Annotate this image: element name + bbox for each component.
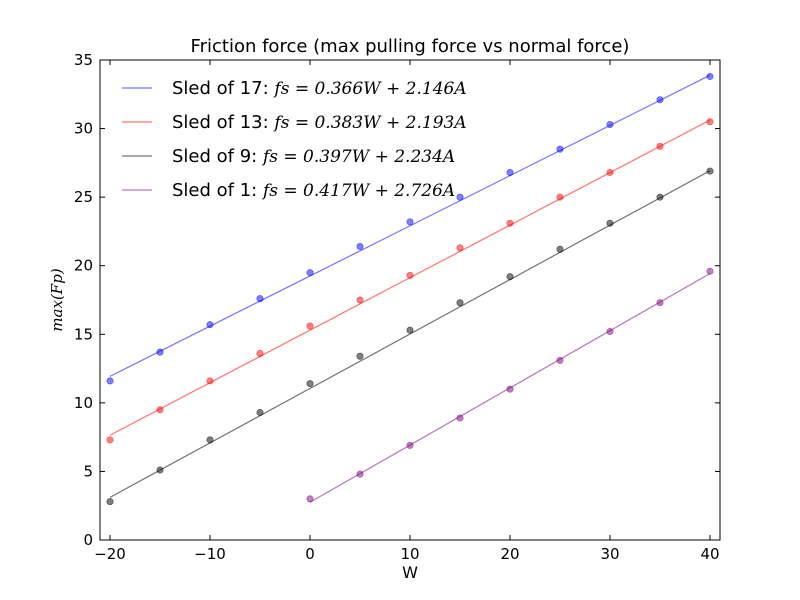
x-tick-label: −20 <box>94 545 126 563</box>
data-point <box>406 218 414 226</box>
data-point <box>706 267 714 275</box>
data-point <box>206 321 214 329</box>
data-point <box>606 219 614 227</box>
series-0 <box>106 72 714 385</box>
data-point <box>456 244 464 252</box>
legend-label: Sled of 1: fs = 0.417W + 2.726A <box>172 180 455 201</box>
data-point <box>706 167 714 175</box>
y-axis-label: max(Fp) <box>48 268 66 331</box>
data-point <box>506 219 514 227</box>
x-tick-label: 20 <box>500 545 519 563</box>
data-point <box>156 348 164 356</box>
data-point <box>656 96 664 104</box>
data-point <box>706 72 714 80</box>
data-point <box>656 193 664 201</box>
data-point <box>356 352 364 360</box>
data-point <box>556 356 564 364</box>
data-point <box>456 193 464 201</box>
legend-label: Sled of 13: fs = 0.383W + 2.193A <box>172 112 467 133</box>
data-point <box>256 408 264 416</box>
x-tick-label: 0 <box>305 545 315 563</box>
data-point <box>656 142 664 150</box>
data-point <box>106 498 114 506</box>
data-point <box>506 385 514 393</box>
plot-area <box>106 72 714 506</box>
data-point <box>106 436 114 444</box>
x-tick-label: 10 <box>400 545 419 563</box>
legend-item-0: Sled of 17: fs = 0.366W + 2.146A <box>122 78 467 99</box>
data-point <box>406 271 414 279</box>
data-point <box>306 495 314 503</box>
x-tick-label: 30 <box>600 545 619 563</box>
y-tick-label: 15 <box>74 325 93 343</box>
data-point <box>556 145 564 153</box>
data-point <box>206 436 214 444</box>
legend-item-3: Sled of 1: fs = 0.417W + 2.726A <box>122 180 455 201</box>
legend-item-2: Sled of 9: fs = 0.397W + 2.234A <box>122 146 455 167</box>
legend-item-1: Sled of 13: fs = 0.383W + 2.193A <box>122 112 467 133</box>
data-point <box>206 377 214 385</box>
data-point <box>456 299 464 307</box>
data-point <box>256 295 264 303</box>
data-point <box>506 273 514 281</box>
data-point <box>606 328 614 336</box>
y-tick-label: 35 <box>74 51 93 69</box>
y-tick-label: 10 <box>74 394 93 412</box>
y-tick-label: 5 <box>83 462 93 480</box>
legend-label: Sled of 17: fs = 0.366W + 2.146A <box>172 78 467 99</box>
series-2 <box>106 167 714 506</box>
data-point <box>256 349 264 357</box>
data-point <box>706 118 714 126</box>
legend-label: Sled of 9: fs = 0.397W + 2.234A <box>172 146 455 167</box>
data-point <box>356 243 364 251</box>
y-tick-label: 0 <box>83 531 93 549</box>
data-point <box>406 441 414 449</box>
series-1 <box>106 118 714 444</box>
data-point <box>306 269 314 277</box>
chart-title: Friction force (max pulling force vs nor… <box>191 36 630 57</box>
y-tick-label: 30 <box>74 120 93 138</box>
data-point <box>156 466 164 474</box>
data-point <box>606 120 614 128</box>
data-point <box>456 414 464 422</box>
data-point <box>356 296 364 304</box>
data-point <box>506 168 514 176</box>
data-point <box>306 322 314 330</box>
series-3 <box>306 267 714 503</box>
data-point <box>156 406 164 414</box>
x-axis-label: W <box>402 563 418 582</box>
x-tick-label: 40 <box>700 545 719 563</box>
data-point <box>356 470 364 478</box>
axis-ticks: −20 −10 0 10 20 30 40 0 5 10 15 20 25 30 35 <box>74 51 720 563</box>
y-tick-label: 20 <box>74 257 93 275</box>
data-point <box>306 380 314 388</box>
data-point <box>556 193 564 201</box>
x-tick-label: −10 <box>194 545 226 563</box>
data-point <box>656 299 664 307</box>
legend: Sled of 17: fs = 0.366W + 2.146A Sled of … <box>122 78 467 201</box>
data-point <box>556 245 564 253</box>
data-point <box>406 326 414 334</box>
y-tick-label: 25 <box>74 188 93 206</box>
data-point <box>106 377 114 385</box>
data-point <box>606 168 614 176</box>
